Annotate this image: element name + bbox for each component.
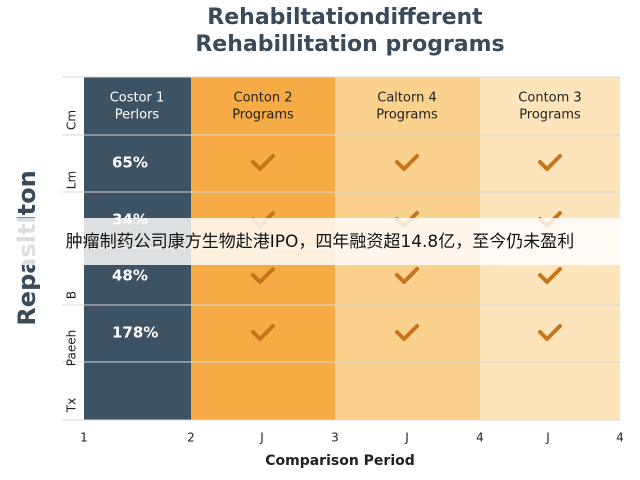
title-line-1: Rehabiltationdifferent xyxy=(207,5,483,30)
x-tick-label: J xyxy=(404,431,409,445)
x-tick-label: 4 xyxy=(616,431,624,445)
x-tick-label: 2 xyxy=(187,431,195,445)
column-header: Programs xyxy=(519,108,581,123)
checkmark xyxy=(395,154,419,171)
caption-band xyxy=(0,218,640,265)
column-header: Conton 2 xyxy=(234,91,293,106)
x-tick-label: 4 xyxy=(476,431,484,445)
row-label: Paeeh xyxy=(65,330,79,366)
title-line-2: Rehabillitation programs xyxy=(195,32,504,57)
row-label: Cm xyxy=(65,110,79,130)
checkmark xyxy=(538,267,562,284)
checkmark xyxy=(251,324,275,341)
column-header: Programs xyxy=(232,108,294,123)
checkmark xyxy=(538,154,562,171)
x-tick-label: 3 xyxy=(331,431,339,445)
checkmark xyxy=(251,154,275,171)
x-tick-label: J xyxy=(259,431,264,445)
grid: Costor 1 Perlors Conton 2 Programs Caltorn 4… xyxy=(62,76,624,445)
percent-value: 48% xyxy=(112,267,148,285)
checkmark xyxy=(395,324,419,341)
row-label: B xyxy=(65,291,79,299)
x-tick-label: 1 xyxy=(80,431,88,445)
percent-value: 178% xyxy=(112,324,158,342)
x-axis-label: Comparison Period xyxy=(265,453,415,469)
column-header: Costor 1 xyxy=(110,91,165,106)
checkmark xyxy=(538,324,562,341)
column-header: Programs xyxy=(376,108,438,123)
checkmark xyxy=(395,267,419,284)
column-header: Perlors xyxy=(115,108,160,123)
caption: 肿瘤制药公司康方生物赴港IPO，四年融资超14.8亿，至今仍未盈利 xyxy=(66,232,575,252)
row-label: Lm xyxy=(65,171,79,189)
row-label: Tx xyxy=(65,398,79,413)
percent-value: 65% xyxy=(112,154,148,172)
column-header: Caltorn 4 xyxy=(377,91,436,106)
column-header: Contom 3 xyxy=(518,91,581,106)
checkmark xyxy=(251,267,275,284)
x-tick-label: J xyxy=(545,431,550,445)
